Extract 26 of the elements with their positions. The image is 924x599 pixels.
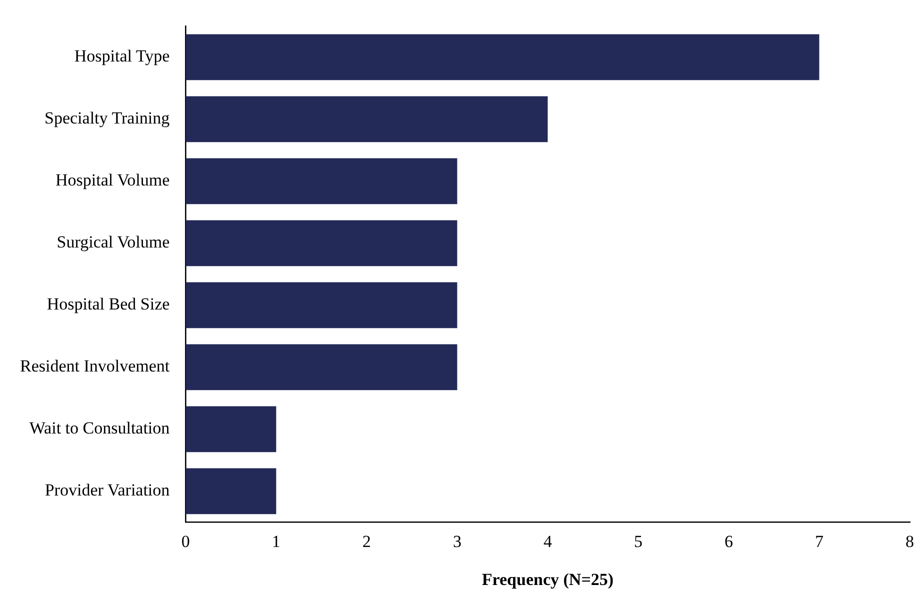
- bar: [186, 96, 548, 142]
- x-tick-label: 0: [181, 532, 190, 551]
- y-tick-label: Hospital Bed Size: [46, 294, 170, 314]
- bar: [186, 406, 276, 452]
- x-tick-label: 7: [814, 532, 824, 551]
- bar: [186, 468, 276, 514]
- bar: [186, 344, 458, 390]
- y-tick-label: Specialty Training: [44, 108, 170, 128]
- x-tick-label: 3: [452, 532, 462, 551]
- x-tick-label: 5: [634, 532, 642, 551]
- bar: [186, 220, 458, 266]
- x-tick-label: 1: [272, 532, 280, 551]
- y-tick-label: Hospital Volume: [56, 170, 170, 190]
- y-tick-label: Surgical Volume: [56, 232, 170, 252]
- x-tick-label: 8: [906, 532, 914, 551]
- bar: [186, 158, 458, 204]
- x-tick-label: 4: [543, 532, 552, 551]
- x-tick-label: 6: [724, 532, 733, 551]
- bar: [186, 34, 820, 80]
- bar: [186, 282, 458, 328]
- y-tick-label: Wait to Consultation: [29, 418, 170, 438]
- x-tick-label: 2: [362, 532, 371, 551]
- x-axis-title: Frequency (N=25): [482, 570, 614, 590]
- y-tick-label: Provider Variation: [44, 480, 170, 500]
- y-tick-label: Hospital Type: [74, 46, 170, 66]
- y-tick-label: Resident Involvement: [20, 356, 170, 376]
